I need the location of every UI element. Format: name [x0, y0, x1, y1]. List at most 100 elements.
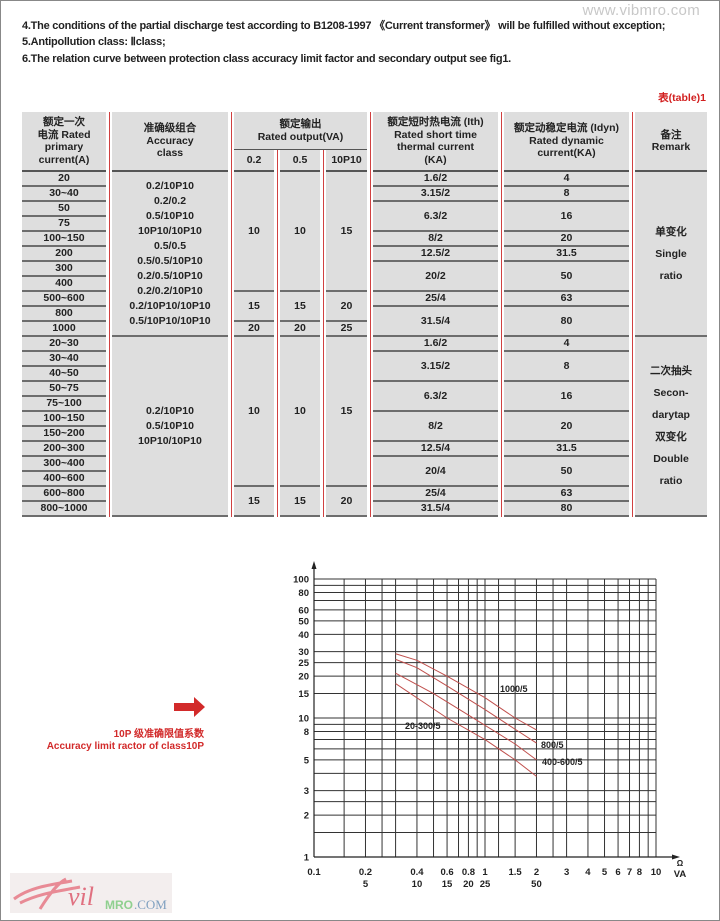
thermal-current-cell: 3.15/2 [373, 352, 498, 382]
thermal-current-cell: 25/4 [373, 292, 498, 307]
x-tick-label-ohm: 1 [482, 867, 488, 878]
primary-current-cell: 200~300 [22, 442, 106, 457]
primary-current-cell-text: 1000 [52, 322, 76, 335]
header-accuracy-class-text: Accuracy [146, 134, 194, 147]
dynamic-current-cell-text: 80 [560, 314, 573, 327]
primary-current-cell-text: 75 [58, 217, 70, 230]
curve-label: 400-600/5 [542, 757, 583, 767]
header-output-0.5: 0.5 [280, 150, 320, 172]
dynamic-current-cell-text: 50 [560, 464, 573, 477]
x-tick-label-ohm: 1.5 [509, 867, 523, 878]
accuracy-class-cell-text: 10P10/10P10 [138, 434, 202, 447]
dynamic-current-cell-text: 4 [563, 337, 570, 350]
rated-output-cell: 20 [280, 322, 320, 337]
primary-current-cell: 50 [22, 202, 106, 217]
thermal-current-cell: 8/2 [373, 232, 498, 247]
primary-current-cell: 800~1000 [22, 502, 106, 517]
y-tick-label: 1 [304, 853, 310, 864]
rated-output-cell-text: 10 [294, 224, 306, 237]
curve-20-300-5 [395, 683, 537, 777]
header-thermal-current-text: (KA) [424, 153, 447, 166]
thermal-current-cell-text: 8/2 [428, 419, 443, 432]
accuracy-class-cell-text: 0.2/0.2 [153, 194, 187, 207]
header-primary-current: 额定一次 电流 Rated primary current(A) [22, 112, 106, 172]
accuracy-class-cell-text: 0.2/0.2/10P10 [137, 284, 203, 297]
rated-output-cell-text: 15 [340, 224, 353, 237]
rated-output-cell-text: 15 [248, 494, 260, 507]
x-unit-va: VA [674, 869, 687, 880]
curve-400-600-5 [395, 672, 537, 761]
y-tick-label: 15 [298, 689, 309, 700]
watermark: www.vibmro.com [582, 2, 700, 19]
dynamic-current-cell: 50 [504, 457, 629, 487]
y-tick-label: 3 [304, 786, 309, 797]
primary-current-cell-text: 300~400 [43, 457, 85, 470]
remark-cell-text: Single [655, 247, 687, 260]
svg-text:MRO: MRO [105, 898, 133, 912]
primary-current-cell-text: 100~150 [43, 412, 85, 425]
dynamic-current-cell-text: 4 [563, 172, 570, 185]
x-tick-label-va: 20 [463, 879, 474, 890]
primary-current-cell-text: 40~50 [49, 367, 79, 380]
header-accuracy-class-text: 准确级组合 [143, 122, 197, 135]
rated-output-cell: 10 [234, 172, 274, 292]
primary-current-cell: 800 [22, 307, 106, 322]
primary-current-cell-text: 150~200 [43, 427, 85, 440]
primary-current-cell: 200 [22, 247, 106, 262]
curve-1000-5 [395, 653, 537, 731]
header-output-10P10: 10P10 [326, 150, 367, 172]
dynamic-current-cell-text: 63 [560, 487, 573, 500]
header-thermal-current-text: Rated short time [394, 128, 477, 141]
rated-output-cell-text: 25 [340, 322, 353, 335]
dynamic-current-cell-text: 8 [563, 359, 570, 372]
table-header: 额定一次 电流 Rated primary current(A) 准确级组合 Accura… [22, 112, 707, 172]
rated-output-cell: 15 [326, 172, 367, 292]
y-tick-label: 100 [293, 575, 309, 586]
y-tick-label: 10 [298, 714, 309, 725]
thermal-current-cell: 31.5/4 [373, 502, 498, 517]
primary-current-cell-text: 20~30 [49, 337, 79, 350]
primary-current-cell: 20 [22, 172, 106, 187]
curve-800-5 [395, 658, 537, 744]
dynamic-current-cell: 63 [504, 487, 629, 502]
thermal-current-cell: 1.6/2 [373, 172, 498, 187]
header-remark: 备注 Remark [635, 112, 707, 172]
curve-label: 1000/5 [500, 684, 528, 694]
primary-current-cell: 400~600 [22, 472, 106, 487]
remark-cell-text: 单变化 [655, 225, 687, 238]
legend-line-cn: 10P 级准确限值系数 [113, 729, 204, 740]
rated-output-cell-text: 20 [294, 322, 306, 335]
legend-line-en: Accuracy limit ractor of class10P [46, 741, 204, 752]
primary-current-cell: 300 [22, 262, 106, 277]
header-thermal-current: 额定短时热电流 (Ith) Rated short time thermal cur… [373, 112, 498, 172]
y-axis-arrow-icon [311, 561, 317, 569]
rated-output-cell: 10 [280, 172, 320, 292]
primary-current-cell-text: 30~40 [49, 187, 79, 200]
header-rated-output-text: 额定输出 [279, 118, 322, 130]
dynamic-current-cell: 16 [504, 202, 629, 232]
remark-cell-text: ratio [659, 269, 683, 282]
x-axis-arrow-icon [672, 854, 680, 860]
note-6: 6.The relation curve between protection … [22, 53, 511, 65]
thermal-current-cell-text: 1.6/2 [423, 172, 448, 185]
header-rated-output: 额定输出 Rated output(VA) [234, 112, 367, 150]
rated-output-cell-text: 10 [294, 404, 306, 417]
note-5: 5.Antipollution class: Ⅱclass; [22, 36, 166, 48]
thermal-current-cell: 8/2 [373, 412, 498, 442]
dynamic-current-cell-text: 16 [560, 389, 573, 402]
x-tick-label-ohm: 5 [602, 867, 608, 878]
thermal-current-cell: 12.5/4 [373, 442, 498, 457]
rated-output-cell-text: 10 [248, 404, 260, 417]
primary-current-cell: 600~800 [22, 487, 106, 502]
dynamic-current-cell-text: 16 [560, 209, 573, 222]
logo: vil MRO .COM [10, 873, 172, 913]
header-primary-current-text: current(A) [38, 153, 90, 166]
dynamic-current-cell: 16 [504, 382, 629, 412]
dynamic-current-cell: 20 [504, 412, 629, 442]
remark-cell-text: ratio [659, 475, 683, 487]
header-accuracy-class-text: class [156, 147, 184, 160]
dynamic-current-cell-text: 31.5 [556, 247, 577, 260]
x-tick-label-ohm: 0.1 [307, 867, 321, 878]
x-tick-label-va: 15 [442, 879, 453, 890]
header-rated-output-text: Rated output(VA) [257, 130, 344, 143]
